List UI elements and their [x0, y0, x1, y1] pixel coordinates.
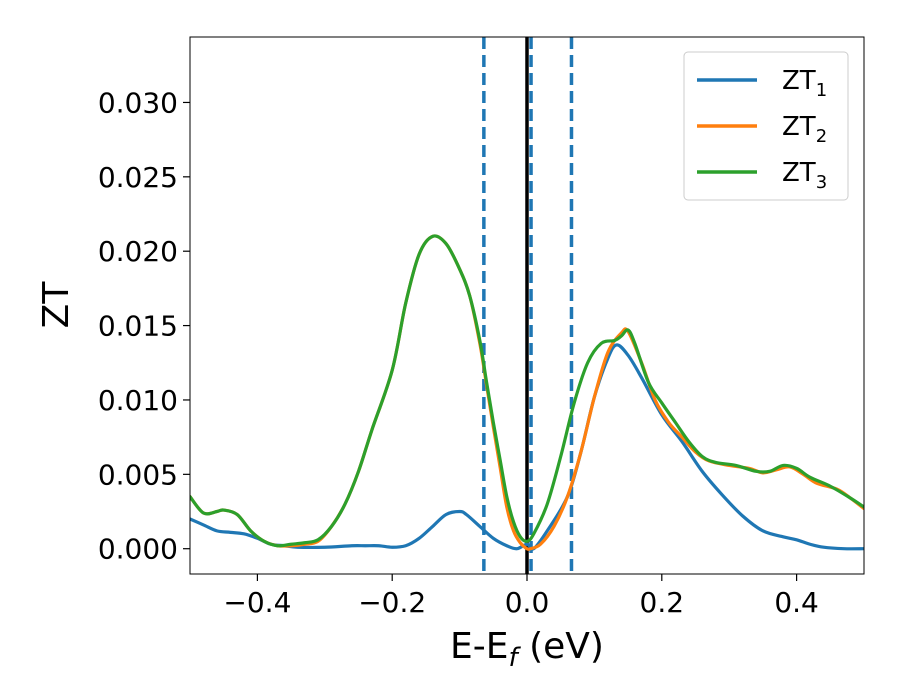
y-tick-label: 0.015	[98, 310, 178, 343]
y-axis-label: ZT	[36, 281, 77, 329]
x-tick-label: 0.0	[505, 586, 550, 619]
reference-lines	[482, 37, 574, 574]
y-axis-ticks: 0.000 0.005 0.010 0.015 0.020 0.025 0.030	[98, 86, 190, 566]
x-axis-label: E-Ef (eV)	[450, 626, 604, 673]
series-line-zt3	[190, 234, 864, 548]
legend-label-zt1: ZT1	[782, 66, 827, 101]
x-tick-label: −0.2	[358, 586, 426, 619]
y-tick-label: 0.030	[98, 86, 178, 119]
legend-label-zt2: ZT2	[782, 112, 827, 147]
y-tick-label: 0.000	[98, 533, 178, 566]
x-axis-ticks: −0.4 −0.2 0.0 0.2 0.4	[223, 574, 819, 619]
series-lines	[190, 234, 864, 551]
x-tick-label: −0.4	[223, 586, 291, 619]
y-tick-label: 0.020	[98, 235, 178, 268]
y-tick-label: 0.025	[98, 161, 178, 194]
legend-box	[683, 51, 849, 201]
legend: ZT1 ZT2 ZT3	[683, 51, 849, 201]
x-tick-label: 0.4	[774, 586, 819, 619]
y-tick-label: 0.010	[98, 384, 178, 417]
x-tick-label: 0.2	[640, 586, 685, 619]
y-tick-label: 0.005	[98, 458, 178, 491]
legend-label-zt3: ZT3	[782, 158, 827, 193]
